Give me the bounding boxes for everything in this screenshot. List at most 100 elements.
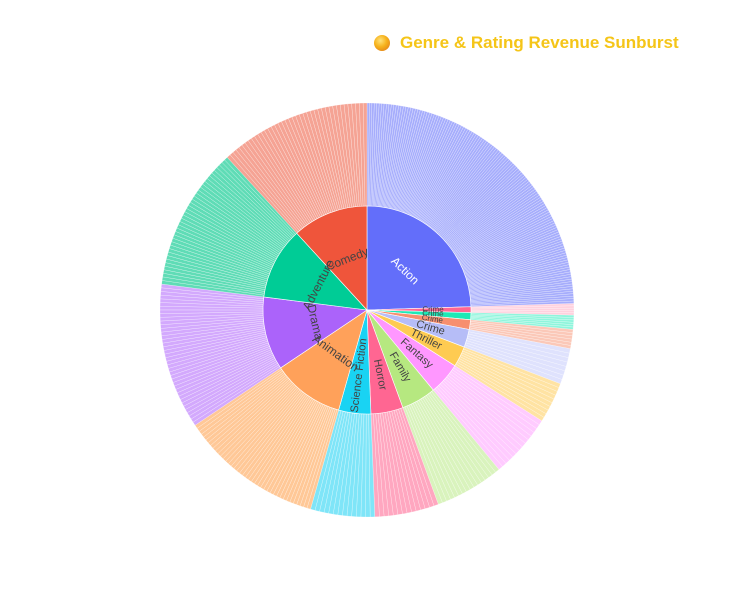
outer-segment [451, 188, 537, 251]
outer-segment [207, 376, 289, 446]
outer-segment [302, 111, 337, 212]
outer-segment [377, 104, 392, 207]
genre-wedge [366, 309, 465, 367]
outer-segment [373, 413, 385, 517]
outer-segment [160, 313, 264, 322]
outer-segment [420, 397, 478, 488]
outer-segment [463, 231, 560, 273]
outer-segment [162, 326, 265, 347]
outer-segment [470, 296, 574, 305]
outer-segment [235, 147, 303, 230]
outer-segment [398, 408, 435, 508]
outer-segment [394, 110, 426, 211]
outer-segment [181, 356, 276, 407]
outer-segment [347, 103, 360, 207]
outer-segment [470, 313, 574, 321]
outer-segment [461, 350, 558, 396]
outer-segment [279, 404, 326, 500]
outer-segment [200, 183, 285, 249]
outer-segment [470, 288, 574, 301]
outer-segment [282, 404, 327, 501]
outer-segment [165, 333, 267, 362]
outer-segment [422, 135, 481, 224]
outer-segment [375, 413, 389, 517]
outer-segment [416, 127, 469, 220]
outer-segment [159, 309, 264, 314]
outer-segment [163, 265, 266, 290]
outer-segment [214, 167, 292, 240]
outer-segment [340, 104, 356, 208]
outer-segment [170, 241, 270, 278]
outer-segment [399, 113, 435, 212]
outer-segment [186, 205, 278, 260]
outer-segment [464, 344, 563, 384]
outer-segment [351, 413, 362, 517]
outer-segment [177, 351, 273, 397]
outer-segment [465, 340, 566, 376]
outer-segment [418, 130, 473, 221]
outer-segment [445, 175, 527, 244]
outer-segment [470, 317, 574, 328]
genre-wedge [280, 309, 368, 411]
outer-segment [422, 396, 482, 486]
outer-segment [303, 408, 338, 509]
outer-segment [425, 139, 487, 226]
outer-segment [371, 103, 380, 207]
outer-segment [192, 366, 281, 426]
outer-segment [382, 105, 402, 208]
outer-segment [438, 159, 512, 236]
outer-segment [428, 143, 493, 228]
outer-segment [434, 386, 507, 467]
genre-label: Horror [371, 358, 389, 391]
outer-segment [211, 170, 291, 242]
outer-segment [397, 111, 430, 212]
outer-segment [210, 377, 290, 449]
outer-segment [470, 319, 574, 333]
outer-segment [194, 192, 282, 253]
chart-title: Genre & Rating Revenue Sunburst [372, 33, 679, 53]
outer-segment [163, 269, 266, 292]
outer-segment [462, 229, 559, 271]
outer-segment [319, 411, 346, 513]
genre-label: Family [387, 350, 414, 384]
outer-segment [225, 385, 298, 464]
outer-segment [424, 138, 485, 225]
outer-segment [458, 356, 553, 407]
outer-segment [260, 399, 316, 490]
outer-segment [161, 322, 265, 340]
outer-segment [384, 105, 404, 208]
genre-wedge [366, 309, 470, 348]
outer-segment [251, 136, 311, 224]
outer-segment [346, 413, 360, 517]
outer-segment [445, 173, 525, 243]
outer-segment [184, 208, 277, 261]
outer-segment [426, 140, 489, 226]
outer-segment [359, 102, 366, 207]
outer-segment [212, 379, 292, 452]
outer-segment [440, 164, 517, 239]
outer-segment [351, 103, 362, 207]
outer-segment [236, 390, 304, 474]
outer-segment [230, 388, 301, 469]
outer-segment [458, 211, 551, 263]
outer-segment [179, 217, 274, 266]
outer-segment [163, 330, 266, 355]
outer-segment [176, 224, 273, 269]
outer-segment [199, 370, 284, 435]
outer-segment [461, 225, 557, 269]
outer-segment [450, 186, 536, 250]
outer-segment [215, 380, 293, 454]
outer-segment [242, 392, 307, 478]
outer-segment [418, 398, 475, 490]
outer-segment [293, 407, 332, 505]
outer-segment [233, 389, 302, 471]
outer-segment [161, 324, 265, 344]
outer-segment [469, 278, 573, 296]
outer-segment [220, 383, 295, 459]
outer-segment [284, 118, 328, 215]
outer-segment [159, 311, 264, 318]
outer-segment [159, 302, 264, 309]
outer-segment [244, 140, 308, 227]
